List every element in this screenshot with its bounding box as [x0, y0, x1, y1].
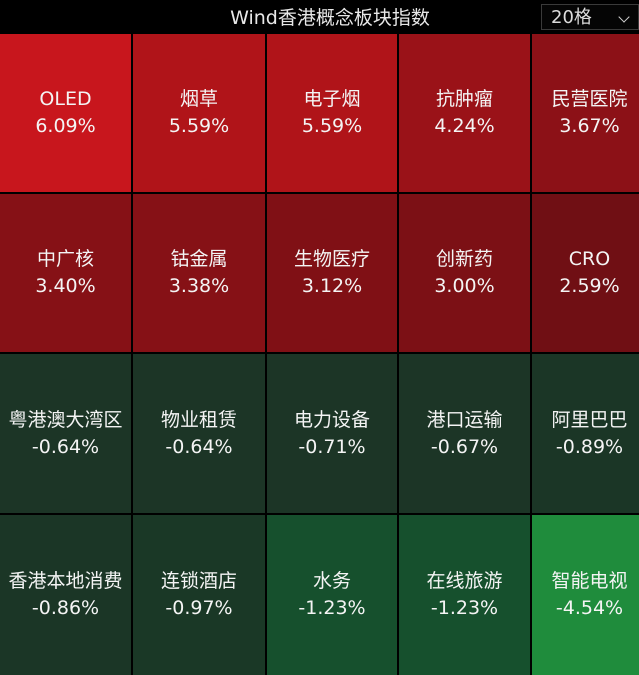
sector-tile[interactable]: 生物医疗 3.12%: [267, 194, 397, 352]
grid-count-value: 20格: [551, 7, 592, 28]
sector-name: 中广核: [36, 248, 94, 270]
sector-change-pct: 4.24%: [434, 115, 495, 137]
sector-tile[interactable]: 香港本地消费 -0.86%: [0, 515, 131, 675]
sector-change-pct: -0.86%: [31, 597, 100, 619]
sector-name: 在线旅游: [426, 570, 503, 592]
sector-name: 生物医疗: [293, 248, 370, 270]
page-title: Wind香港概念板块指数: [230, 7, 430, 29]
sector-tile[interactable]: 港口运输 -0.67%: [399, 354, 530, 513]
header-bar: Wind香港概念板块指数 20格: [0, 0, 639, 34]
sector-change-pct: 3.67%: [559, 115, 620, 137]
sector-change-pct: 5.59%: [301, 115, 363, 137]
sector-name: 物业租赁: [160, 408, 237, 431]
sector-tile[interactable]: 物业租赁 -0.64%: [133, 354, 265, 513]
sector-tile[interactable]: 钴金属 3.38%: [133, 194, 265, 352]
sector-tile[interactable]: 电子烟 5.59%: [267, 34, 397, 192]
sector-tile[interactable]: CRO 2.59%: [532, 194, 639, 352]
sector-change-pct: -0.97%: [165, 597, 233, 619]
sector-name: 民营医院: [551, 88, 628, 110]
sector-change-pct: 3.38%: [168, 275, 230, 297]
sector-tile[interactable]: 创新药 3.00%: [399, 194, 530, 352]
sector-name: 钴金属: [170, 248, 228, 270]
sector-tile[interactable]: 抗肿瘤 4.24%: [399, 34, 530, 192]
sector-name: 创新药: [435, 248, 493, 270]
sector-name: 粤港澳大湾区: [8, 408, 123, 431]
sector-name: 智能电视: [551, 570, 628, 592]
sector-name: 水务: [312, 570, 351, 592]
sector-name: 港口运输: [426, 408, 503, 431]
sector-name: OLED: [39, 88, 92, 110]
sector-name: 电力设备: [293, 408, 370, 431]
sector-name: 连锁酒店: [160, 570, 237, 592]
sector-change-pct: 3.12%: [301, 275, 363, 297]
sector-tile[interactable]: 在线旅游 -1.23%: [399, 515, 530, 675]
sector-name: 香港本地消费: [8, 570, 123, 592]
sector-tile[interactable]: 民营医院 3.67%: [532, 34, 639, 192]
sector-tile[interactable]: 粤港澳大湾区 -0.64%: [0, 354, 131, 513]
sector-change-pct: -1.23%: [298, 597, 366, 619]
sector-tile[interactable]: OLED 6.09%: [0, 34, 131, 192]
sector-change-pct: 6.09%: [35, 115, 96, 137]
sector-change-pct: -4.54%: [555, 597, 624, 619]
sector-change-pct: -0.67%: [430, 435, 499, 458]
sector-tile[interactable]: 中广核 3.40%: [0, 194, 131, 352]
sector-name: 抗肿瘤: [435, 88, 493, 110]
sector-name: CRO: [568, 248, 611, 270]
sector-change-pct: -0.64%: [165, 435, 233, 458]
sector-change-pct: -0.71%: [298, 435, 366, 458]
chevron-down-icon: [618, 11, 630, 23]
sector-change-pct: -1.23%: [430, 597, 499, 619]
sector-tile[interactable]: 电力设备 -0.71%: [267, 354, 397, 513]
sector-change-pct: 2.59%: [559, 275, 620, 297]
sector-name: 电子烟: [303, 88, 361, 110]
grid-count-select[interactable]: 20格: [541, 4, 639, 30]
sector-tile[interactable]: 阿里巴巴 -0.89%: [532, 354, 639, 513]
sector-change-pct: -0.64%: [31, 435, 100, 458]
sector-tile[interactable]: 烟草 5.59%: [133, 34, 265, 192]
sector-tile[interactable]: 水务 -1.23%: [267, 515, 397, 675]
sector-tile[interactable]: 智能电视 -4.54%: [532, 515, 639, 675]
sector-heatmap: OLED 6.09% 烟草 5.59% 电子烟 5.59% 抗肿瘤 4.24% 民营医院 3.67…: [0, 34, 639, 675]
sector-name: 阿里巴巴: [551, 408, 628, 431]
sector-name: 烟草: [179, 88, 218, 110]
sector-change-pct: -0.89%: [555, 435, 624, 458]
sector-change-pct: 3.00%: [434, 275, 495, 297]
sector-change-pct: 5.59%: [168, 115, 230, 137]
sector-change-pct: 3.40%: [35, 275, 96, 297]
sector-tile[interactable]: 连锁酒店 -0.97%: [133, 515, 265, 675]
